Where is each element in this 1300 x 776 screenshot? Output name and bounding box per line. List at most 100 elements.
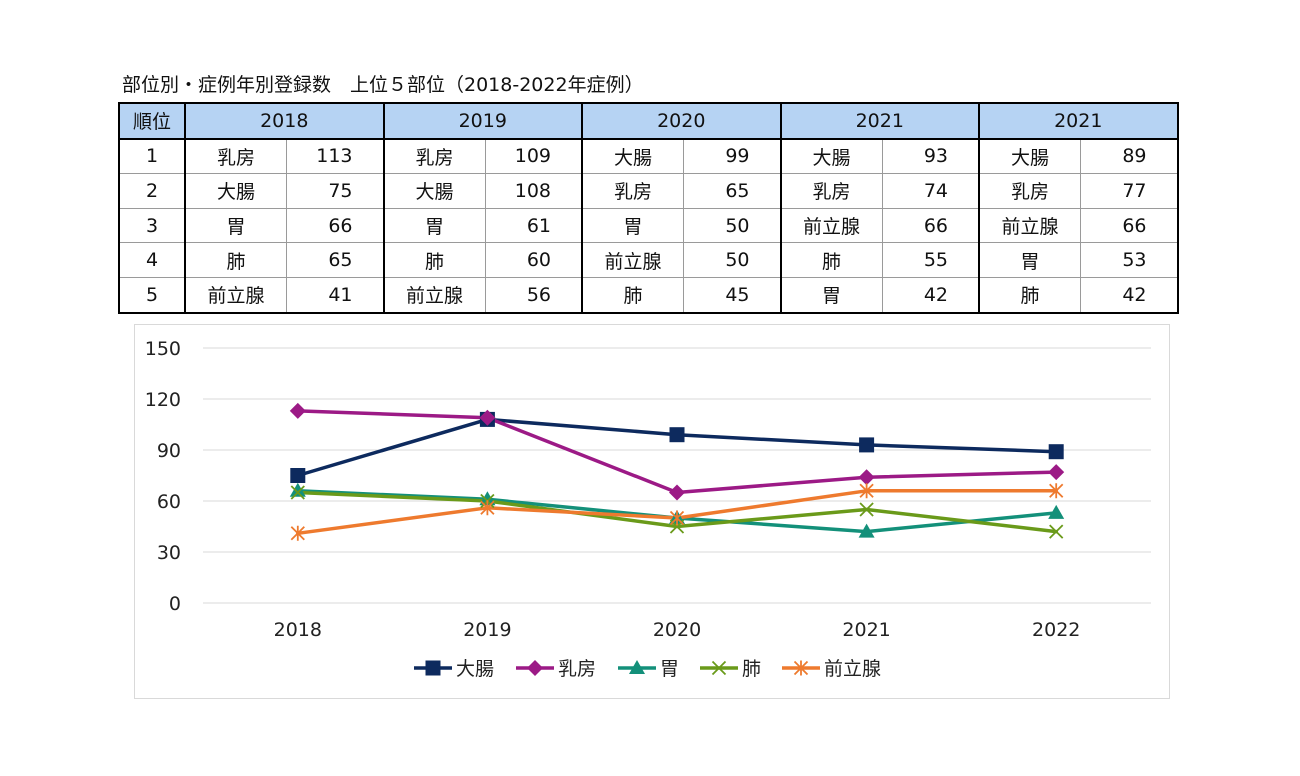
data-point [479, 409, 496, 426]
site-name-cell: 前立腺 [779, 207, 883, 244]
legend-marker [793, 660, 809, 676]
data-point [669, 510, 685, 526]
legend-item: 肺 [700, 658, 761, 680]
rank-column-header: 順位 [118, 102, 186, 140]
count-cell: 74 [881, 173, 980, 209]
data-point [859, 483, 874, 499]
count-cell: 66 [881, 207, 980, 244]
site-name-cell: 胃 [978, 242, 1081, 278]
rank-cell: 2 [118, 173, 186, 209]
site-name-cell: 大腸 [779, 138, 883, 175]
data-point [858, 523, 875, 538]
site-name-cell: 胃 [184, 207, 287, 244]
site-name-cell: 肺 [382, 242, 486, 278]
count-cell: 65 [286, 242, 384, 278]
count-cell: 99 [683, 138, 781, 175]
site-name-cell: 大腸 [581, 138, 684, 175]
count-cell: 61 [484, 207, 583, 244]
y-tick-label: 120 [145, 389, 181, 411]
site-name-cell: 乳房 [978, 173, 1081, 209]
site-name-cell: 前立腺 [184, 276, 287, 314]
count-cell: 109 [484, 138, 583, 175]
x-tick-label: 2022 [1032, 619, 1080, 641]
legend-marker [711, 660, 727, 676]
count-cell: 65 [683, 173, 781, 209]
x-tick-label: 2018 [274, 619, 322, 641]
site-name-cell: 乳房 [581, 173, 684, 209]
ranking-table: 順位 2018 2019 2020 2021 2021 1 乳房 113 乳房 109 大… [118, 102, 1179, 314]
count-cell: 66 [286, 207, 384, 244]
count-cell: 89 [1080, 138, 1179, 175]
site-name-cell: 前立腺 [581, 242, 684, 278]
data-point [1049, 483, 1064, 499]
data-point [290, 485, 305, 500]
count-cell: 66 [1080, 207, 1179, 244]
data-point [858, 469, 875, 486]
site-name-cell: 前立腺 [382, 276, 486, 314]
legend-marker [629, 660, 645, 674]
site-name-cell: 大腸 [184, 173, 287, 209]
legend-label: 胃 [660, 658, 679, 680]
count-cell: 42 [1080, 276, 1179, 314]
count-cell: 50 [683, 207, 781, 244]
count-cell: 55 [881, 242, 980, 278]
table-row: 3 胃 66 胃 61 胃 50 前立腺 66 前立腺 66 [118, 207, 1179, 244]
count-cell: 75 [286, 173, 384, 209]
legend-label: 前立腺 [824, 658, 881, 680]
count-cell: 53 [1080, 242, 1179, 278]
data-point [669, 484, 685, 501]
count-cell: 50 [683, 242, 781, 278]
legend-marker [527, 660, 543, 676]
site-name-cell: 大腸 [978, 138, 1081, 175]
line-chart: 2018 2019 2020 2021 2022 0 30 60 90 120 150 大腸 乳房 胃… [145, 338, 1151, 680]
data-point [1048, 464, 1065, 481]
legend-marker [425, 660, 441, 676]
y-tick-label: 150 [145, 338, 181, 360]
legend-item: 胃 [618, 658, 679, 680]
rank-cell: 4 [118, 242, 186, 278]
site-name-cell: 胃 [382, 207, 486, 244]
table-row: 5 前立腺 41 前立腺 56 肺 45 胃 42 肺 42 [118, 276, 1179, 314]
count-cell: 77 [1080, 173, 1179, 209]
legend-label: 肺 [742, 658, 761, 680]
data-point [1048, 444, 1064, 460]
legend-item: 前立腺 [782, 658, 881, 680]
site-name-cell: 肺 [184, 242, 287, 278]
data-point [289, 482, 306, 497]
y-tick-label: 0 [169, 593, 181, 615]
count-cell: 113 [286, 138, 384, 175]
count-cell: 93 [881, 138, 980, 175]
count-cell: 41 [286, 276, 384, 314]
count-cell: 45 [683, 276, 781, 314]
year-header-1: 2018 [184, 102, 384, 140]
x-tick-label: 2020 [653, 619, 701, 641]
site-name-cell: 大腸 [382, 173, 486, 209]
legend-label: 乳房 [558, 658, 596, 680]
site-name-cell: 肺 [779, 242, 883, 278]
data-point [290, 525, 305, 541]
series-line [296, 409, 1058, 495]
rank-cell: 3 [118, 207, 186, 244]
site-name-cell: 胃 [581, 207, 684, 244]
data-point [480, 500, 495, 516]
site-name-cell: 乳房 [779, 173, 883, 209]
site-name-cell: 乳房 [382, 138, 486, 175]
data-point [1049, 524, 1064, 539]
year-header-5: 2021 [978, 102, 1179, 140]
table-caption: 部位別・症例年別登録数 上位５部位（2018-2022年症例） [122, 74, 644, 96]
y-tick-label: 60 [157, 491, 181, 513]
table-header-row: 順位 2018 2019 2020 2021 2021 [118, 102, 1179, 140]
table-row: 1 乳房 113 乳房 109 大腸 99 大腸 93 大腸 89 [118, 138, 1179, 175]
site-name-cell: 胃 [779, 276, 883, 314]
rank-cell: 5 [118, 276, 186, 314]
year-header-3: 2020 [581, 102, 781, 140]
data-point [859, 437, 875, 453]
x-tick-label: 2021 [842, 619, 890, 641]
site-name-cell: 肺 [581, 276, 684, 314]
rank-cell: 1 [118, 138, 186, 175]
table-row: 4 肺 65 肺 60 前立腺 50 肺 55 胃 53 [118, 242, 1179, 278]
data-point [290, 468, 306, 483]
site-name-cell: 乳房 [184, 138, 287, 175]
count-cell: 56 [484, 276, 583, 314]
year-header-4: 2021 [779, 102, 980, 140]
